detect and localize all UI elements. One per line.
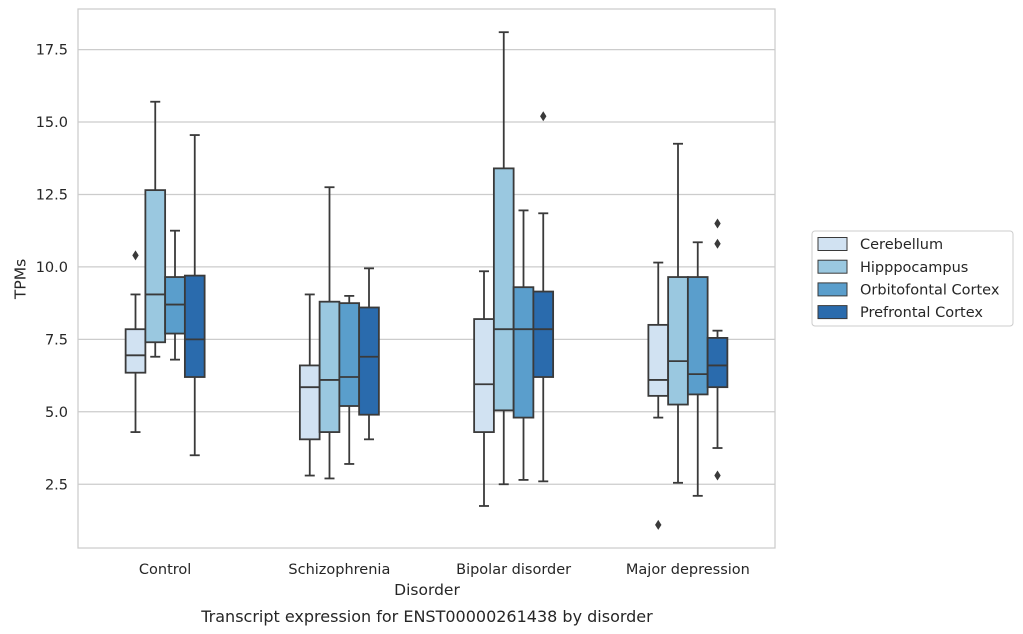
box-iqr: [124, 328, 147, 374]
box-prefrontal-cortex: [532, 111, 555, 483]
box-prefrontal-cortex: [706, 218, 729, 481]
box-orbitofontal-cortex: [512, 209, 535, 481]
box-iqr: [338, 302, 361, 407]
outlier-marker: [714, 470, 721, 481]
x-tick-label: Major depression: [626, 562, 750, 578]
box-hipppocampus: [492, 31, 515, 486]
legend: Cerebellum Hipppocampus Orbitofontal Corte…: [811, 230, 1014, 327]
legend-swatch: [817, 305, 848, 320]
legend-label: Prefrontal Cortex: [860, 305, 983, 321]
y-axis-title: TPMs: [11, 259, 29, 300]
y-tick-label: 15.0: [36, 115, 68, 131]
box-cerebellum: [298, 293, 321, 477]
legend-label: Orbitofontal Cortex: [860, 282, 1000, 298]
chart-caption: Transcript expression for ENST0000026143…: [200, 607, 653, 626]
box-iqr: [667, 276, 689, 406]
box-orbitofontal-cortex: [338, 294, 361, 465]
box-iqr: [492, 167, 515, 412]
y-tick-label: 17.5: [36, 43, 68, 59]
outlier-marker: [132, 250, 139, 261]
box-iqr: [706, 337, 729, 389]
outlier-marker: [655, 519, 662, 530]
box-iqr: [144, 189, 167, 344]
x-tick-label: Schizophrenia: [288, 562, 390, 578]
boxes: [124, 31, 729, 530]
box-prefrontal-cortex: [183, 134, 206, 457]
y-axis-ticks: 2.5 5.0 7.5 10.0 12.5 15.0 17.5: [36, 43, 68, 494]
box-iqr: [318, 300, 341, 433]
y-tick-label: 10.0: [36, 260, 68, 276]
box-iqr: [686, 276, 709, 396]
y-tick-label: 2.5: [45, 477, 68, 493]
box-iqr: [532, 290, 555, 378]
legend-swatch: [817, 282, 848, 297]
box-hipppocampus: [318, 186, 341, 480]
box-cerebellum: [473, 270, 495, 507]
legend-label: Cerebellum: [860, 237, 943, 253]
outlier-marker: [540, 111, 547, 122]
x-tick-label: Control: [139, 562, 191, 578]
grid-lines: [78, 48, 775, 485]
box-hipppocampus: [144, 100, 167, 358]
box-iqr: [298, 364, 321, 441]
box-iqr: [358, 306, 380, 416]
y-tick-label: 5.0: [45, 405, 68, 421]
box-orbitofontal-cortex: [686, 241, 709, 497]
box-iqr: [473, 318, 495, 433]
legend-swatch: [817, 237, 848, 251]
outlier-marker: [714, 238, 721, 249]
y-tick-label: 7.5: [45, 332, 68, 348]
legend-frame: [811, 230, 1014, 327]
legend-label: Hipppocampus: [860, 260, 968, 276]
box-cerebellum: [647, 261, 670, 530]
box-iqr: [183, 274, 206, 378]
x-tick-label: Bipolar disorder: [456, 562, 571, 578]
box-iqr: [512, 286, 535, 419]
x-axis-ticks: Control Schizophrenia Bipolar disorder Majo…: [139, 562, 750, 578]
plot-area-frame: [77, 8, 776, 549]
box-iqr: [647, 323, 670, 397]
y-tick-label: 12.5: [36, 188, 68, 204]
box-prefrontal-cortex: [358, 267, 380, 441]
box-cerebellum: [124, 250, 147, 433]
box-orbitofontal-cortex: [164, 229, 186, 361]
legend-swatch: [817, 259, 848, 274]
outlier-marker: [714, 218, 721, 229]
x-axis-title: Disorder: [394, 581, 460, 599]
